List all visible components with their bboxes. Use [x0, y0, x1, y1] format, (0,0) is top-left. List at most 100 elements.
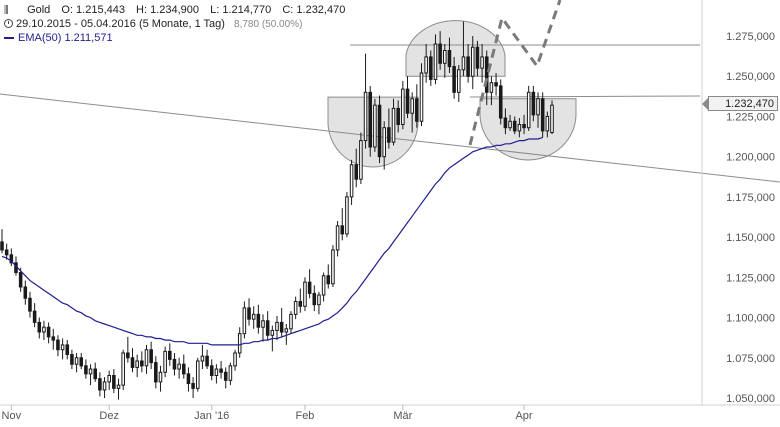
- ema-line: [1, 136, 543, 346]
- candle-body: [419, 72, 424, 122]
- candle-body: [0, 241, 4, 251]
- candle-body: [181, 363, 186, 375]
- candle-body: [321, 275, 326, 296]
- ema-swatch-icon: [4, 37, 14, 40]
- candle-body: [144, 349, 149, 367]
- y-tick-label: 1.250,000: [726, 71, 775, 83]
- candle-body: [98, 378, 102, 391]
- candle-body: [391, 107, 396, 143]
- candle-body: [214, 368, 219, 376]
- open-value: O: 1.215,443: [61, 4, 125, 16]
- candle-body: [480, 56, 484, 69]
- candle-body: [536, 98, 540, 116]
- candle-body: [317, 294, 321, 306]
- candle-body: [112, 374, 116, 389]
- projection-path: [468, 0, 562, 146]
- candle-body: [438, 43, 442, 64]
- candle-body: [18, 272, 23, 288]
- candle-body: [326, 275, 331, 285]
- candle-body: [168, 350, 172, 360]
- candle-body: [149, 349, 153, 364]
- candle-body: [242, 307, 247, 335]
- candle-body: [233, 352, 237, 367]
- candle-body: [265, 320, 270, 336]
- candle-body: [410, 98, 414, 114]
- candle-body: [345, 196, 349, 235]
- ema-label: EMA(50): [18, 32, 62, 44]
- candle-body: [354, 164, 359, 180]
- high-value: H: 1.234,900: [136, 4, 200, 16]
- candle-body: [84, 365, 88, 375]
- x-tick-label: Apr: [515, 410, 532, 422]
- candle-body: [74, 357, 79, 365]
- candle-body: [93, 368, 98, 380]
- candle-body: [331, 249, 335, 285]
- candle-body: [396, 107, 400, 125]
- candle-body: [415, 98, 419, 122]
- candle-body: [200, 355, 205, 362]
- candle-body: [456, 69, 461, 93]
- candle-body: [247, 307, 251, 320]
- candle-body: [88, 368, 93, 375]
- candle-body: [443, 49, 447, 64]
- candle-body: [284, 328, 289, 333]
- candle-body: [387, 127, 391, 143]
- candle-body: [475, 46, 480, 69]
- resistance-line: [469, 95, 701, 98]
- candle-body: [219, 368, 223, 373]
- candle-body: [251, 313, 256, 320]
- candle-body: [424, 56, 428, 74]
- x-tick-label: Nov: [2, 410, 22, 422]
- ema50-line: [1, 136, 543, 346]
- x-tick-label: Feb: [295, 410, 314, 422]
- chart-header: ⫼ Gold O: 1.215,443 H: 1.234,900 L: 1.21…: [4, 3, 353, 45]
- candle-body: [545, 115, 550, 132]
- last-price-tag: 1.232,470: [702, 96, 778, 111]
- candle-body: [158, 371, 163, 383]
- candle-body: [461, 56, 466, 71]
- close-value: C: 1.232,470: [282, 4, 346, 16]
- candle-body: [368, 91, 373, 148]
- fib-label: 8,780 (50.00%): [234, 19, 303, 30]
- candle-body: [70, 354, 74, 365]
- candle-body: [223, 371, 228, 381]
- candle-body: [46, 326, 51, 338]
- y-tick-label: 1.050,000: [726, 393, 775, 405]
- candle-body: [163, 350, 167, 373]
- candle-body: [522, 123, 526, 129]
- candle-body: [279, 321, 284, 333]
- candle-body: [303, 281, 307, 307]
- symbol-name: Gold: [27, 4, 51, 16]
- x-axis: Nov Dez Jan '16 Feb Mär Apr: [2, 405, 533, 422]
- y-tick-label: 1.225,000: [726, 111, 775, 123]
- candle-body: [382, 127, 386, 158]
- candle-body: [23, 286, 28, 299]
- candle-body: [135, 360, 139, 368]
- candle-body: [526, 91, 531, 129]
- candle-body: [405, 88, 410, 114]
- ema-row[interactable]: EMA(50) 1.211,571: [4, 31, 353, 45]
- y-tick-label: 1.275,000: [726, 31, 775, 43]
- candle-body: [359, 140, 363, 180]
- candlesticks: [0, 21, 554, 400]
- candle-type-icon[interactable]: ⫼: [4, 5, 9, 16]
- y-axis: 1.275,000 1.250,000 1.225,000 1.200,000 1.17…: [0, 0, 780, 406]
- candle-body: [37, 321, 42, 333]
- candle-body: [429, 56, 433, 80]
- clock-icon: [4, 19, 13, 28]
- candle-body: [237, 333, 242, 354]
- candle-body: [209, 365, 214, 376]
- candle-body: [205, 355, 209, 367]
- candle-body: [186, 373, 191, 385]
- projection-dashed-path: [468, 0, 562, 146]
- candle-body: [116, 384, 121, 389]
- candle-body: [517, 123, 522, 132]
- y-tick-label: 1.100,000: [726, 313, 775, 325]
- candle-body: [489, 82, 494, 93]
- candle-body: [107, 374, 111, 383]
- candle-body: [121, 352, 125, 386]
- candle-body: [65, 344, 70, 356]
- x-tick-label: Mär: [393, 410, 412, 422]
- candle-body: [503, 117, 508, 129]
